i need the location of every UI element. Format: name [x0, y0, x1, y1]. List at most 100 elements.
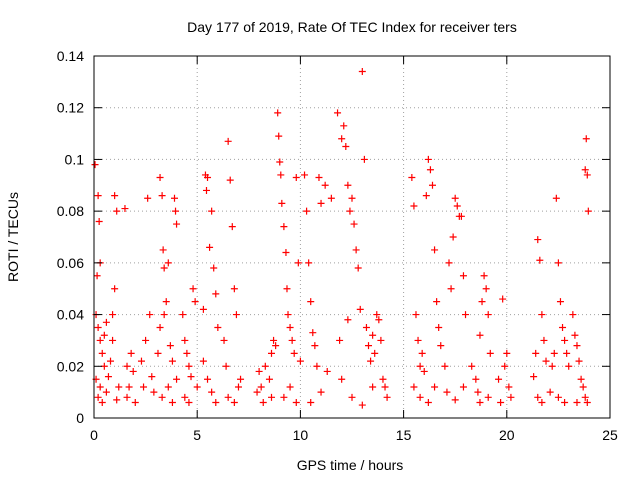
data-point: [232, 311, 240, 319]
data-point: [468, 362, 476, 370]
data-point: [476, 398, 484, 406]
data-point: [109, 336, 117, 344]
data-point: [96, 336, 104, 344]
data-point: [284, 311, 292, 319]
data-point: [277, 171, 285, 179]
data-point: [276, 158, 284, 166]
data-point: [160, 264, 168, 272]
data-point: [228, 223, 236, 231]
data-point: [451, 194, 459, 202]
data-point: [410, 202, 418, 210]
data-point: [115, 383, 123, 391]
data-point: [270, 336, 278, 344]
data-point: [346, 207, 354, 215]
data-point: [482, 285, 490, 293]
data-point: [362, 324, 370, 331]
data-point: [360, 155, 368, 163]
data-point: [144, 194, 152, 202]
data-point: [459, 272, 467, 280]
data-point: [199, 357, 207, 365]
data-point: [503, 349, 511, 357]
data-point: [96, 383, 104, 391]
data-point: [214, 324, 222, 331]
data-point: [422, 192, 430, 200]
data-point: [431, 246, 439, 254]
data-point: [412, 311, 420, 319]
data-point: [104, 373, 112, 381]
data-point: [582, 135, 590, 143]
data-point: [94, 393, 102, 401]
data-point: [168, 398, 176, 406]
data-point: [185, 398, 193, 406]
data-point: [554, 393, 562, 401]
data-point: [474, 388, 482, 396]
y-tick-label: 0.04: [57, 307, 84, 323]
data-point: [307, 298, 315, 306]
data-point: [159, 246, 167, 254]
data-point: [127, 349, 135, 357]
data-point: [486, 349, 494, 357]
data-point: [206, 243, 214, 251]
data-point: [416, 393, 424, 401]
data-point: [459, 383, 467, 391]
data-point: [321, 181, 329, 189]
data-point: [303, 207, 311, 215]
data-point: [323, 367, 331, 375]
data-point: [280, 393, 288, 401]
data-point: [292, 398, 300, 406]
data-point: [140, 383, 148, 391]
data-point: [478, 298, 486, 306]
y-tick-label: 0.06: [57, 255, 84, 271]
data-point: [204, 174, 212, 182]
data-point: [168, 357, 176, 365]
y-tick-label: 0: [76, 410, 84, 426]
data-point: [451, 396, 459, 404]
data-point: [550, 349, 558, 357]
data-point: [472, 375, 480, 383]
data-point: [381, 383, 389, 391]
data-point: [495, 375, 503, 383]
data-point: [414, 336, 422, 344]
data-point: [313, 362, 321, 370]
data-point: [268, 393, 276, 401]
data-point: [121, 205, 129, 213]
data-point: [253, 388, 261, 396]
data-point: [546, 388, 554, 396]
data-point: [342, 143, 350, 150]
data-point: [336, 336, 344, 344]
y-tick-label: 0.08: [57, 203, 84, 219]
data-point: [98, 398, 106, 406]
data-point: [208, 207, 216, 215]
data-point: [173, 220, 181, 228]
data-point: [173, 375, 181, 383]
data-point: [431, 383, 439, 391]
data-point: [187, 373, 195, 381]
data-point: [505, 383, 513, 391]
data-point: [255, 367, 263, 375]
data-point: [123, 362, 131, 370]
data-point: [199, 305, 207, 313]
data-point: [534, 236, 542, 244]
data-point: [137, 357, 145, 365]
data-point: [91, 161, 99, 169]
data-point: [447, 285, 455, 293]
data-point: [113, 207, 121, 215]
data-point: [577, 375, 585, 383]
data-point: [210, 264, 218, 272]
data-point: [356, 305, 364, 313]
data-point: [561, 398, 569, 406]
data-point: [538, 311, 546, 319]
x-tick-label: 15: [396, 427, 412, 443]
data-point: [476, 331, 484, 339]
data-point: [224, 393, 232, 401]
x-tick-label: 20: [499, 427, 515, 443]
data-point: [146, 311, 154, 319]
data-point: [226, 176, 234, 184]
data-point: [189, 285, 197, 293]
data-point: [309, 329, 317, 337]
data-point: [542, 357, 550, 365]
data-point: [102, 318, 110, 326]
data-point: [164, 383, 172, 391]
data-point: [428, 181, 436, 189]
